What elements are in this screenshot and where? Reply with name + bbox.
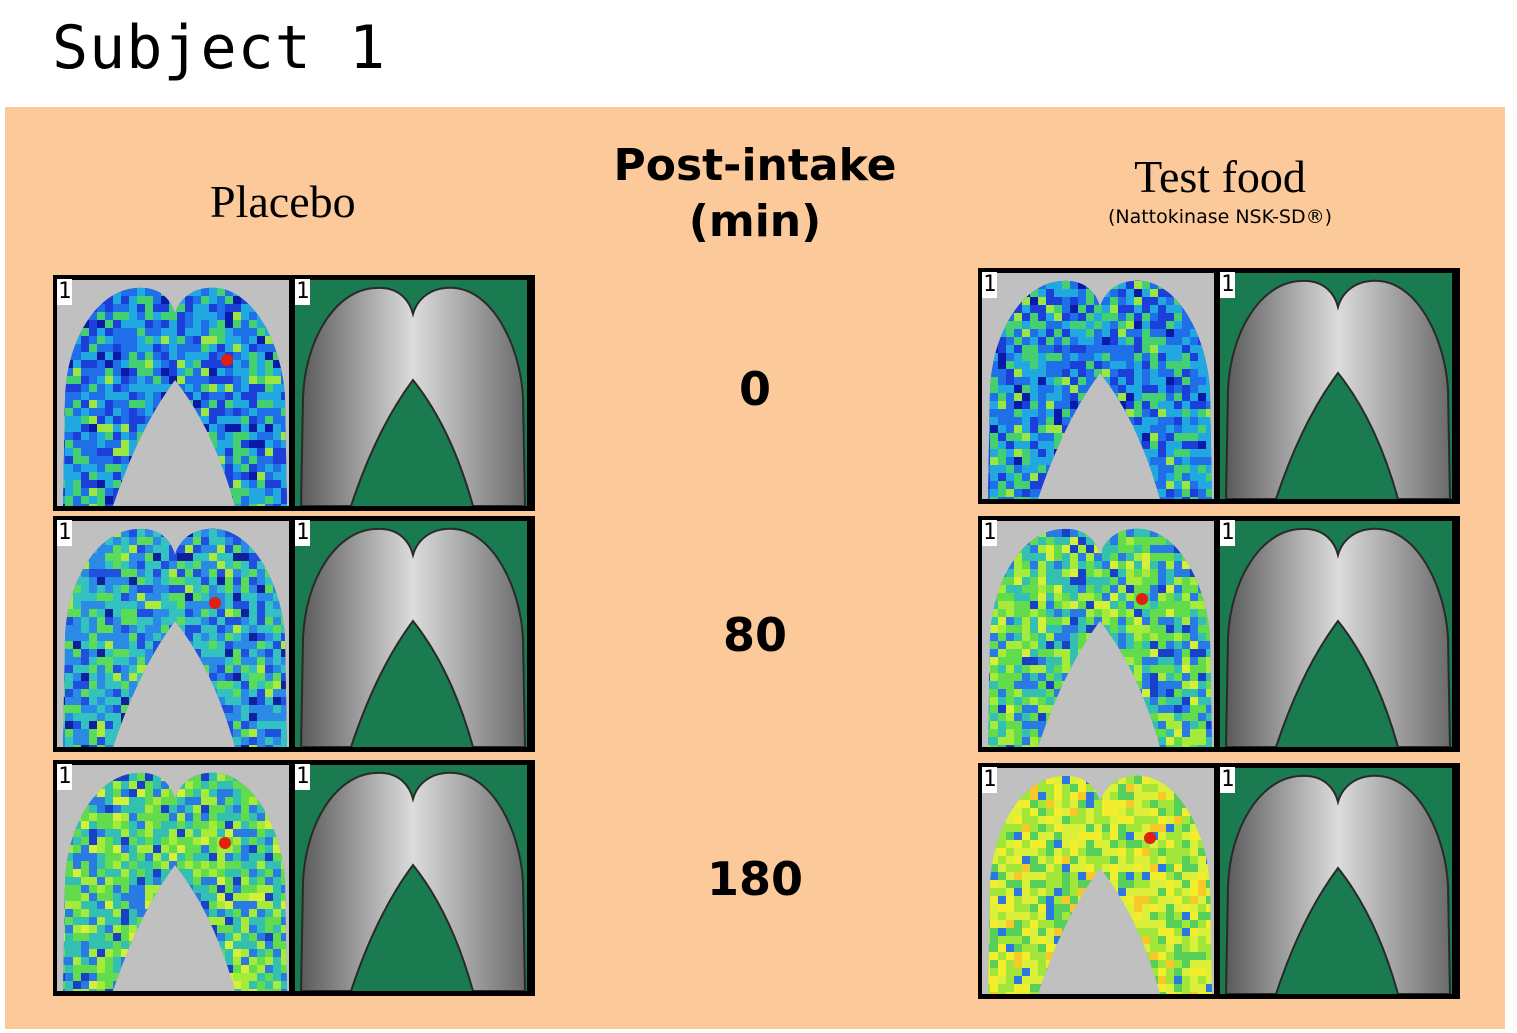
frame-index-tag: 1	[982, 272, 997, 298]
post-intake-header: Post-intake (min)	[560, 138, 950, 250]
timepoint-label-2: 180	[706, 852, 804, 906]
hotspot-marker	[209, 597, 221, 609]
test-food-header: Test food (Nattokinase NSK-SD®)	[1060, 150, 1380, 230]
thermal-image	[982, 521, 1214, 747]
post-intake-unit: (min)	[688, 196, 822, 247]
finger-shape	[1224, 279, 1452, 499]
frame-index-tag: 1	[295, 279, 310, 305]
frame-index-tag: 1	[295, 520, 310, 546]
morphology-image	[295, 521, 527, 747]
thermal-image	[57, 521, 289, 747]
finger-shape	[1224, 527, 1452, 747]
frame-index-tag: 1	[57, 764, 72, 790]
finger-shape	[1224, 774, 1452, 994]
placebo-header: Placebo	[210, 176, 356, 227]
thermal-image	[57, 765, 289, 991]
hotspot-marker	[221, 354, 233, 366]
frame-index-tag: 1	[982, 767, 997, 793]
frame-index-tag: 1	[1220, 520, 1235, 546]
morphology-image	[295, 280, 527, 506]
frame-index-tag: 1	[1220, 272, 1235, 298]
frame-index-tag: 1	[57, 520, 72, 546]
page-title: Subject 1	[52, 13, 387, 83]
post-intake-label: Post-intake	[613, 140, 897, 191]
morphology-image	[1220, 273, 1452, 499]
morphology-image	[1220, 521, 1452, 747]
test-food-sublabel: (Nattokinase NSK-SD®)	[1107, 206, 1333, 228]
frame-index-tag: 1	[1220, 767, 1235, 793]
test-food-label: Test food	[1134, 151, 1306, 202]
thermal-image	[982, 768, 1214, 994]
frame-index-tag: 1	[295, 764, 310, 790]
hotspot-marker	[1136, 593, 1148, 605]
frame-index-tag: 1	[57, 279, 72, 305]
morphology-image	[1220, 768, 1452, 994]
finger-shape	[299, 527, 527, 747]
timepoint-label-1: 80	[722, 608, 787, 662]
timepoint-label-0: 0	[738, 362, 771, 416]
frame-index-tag: 1	[982, 520, 997, 546]
morphology-image	[295, 765, 527, 991]
finger-shape	[299, 286, 527, 506]
finger-shape	[299, 771, 527, 991]
thermal-image	[982, 273, 1214, 499]
hotspot-marker	[1144, 832, 1156, 844]
thermal-image	[57, 280, 289, 506]
hotspot-marker	[219, 837, 231, 849]
